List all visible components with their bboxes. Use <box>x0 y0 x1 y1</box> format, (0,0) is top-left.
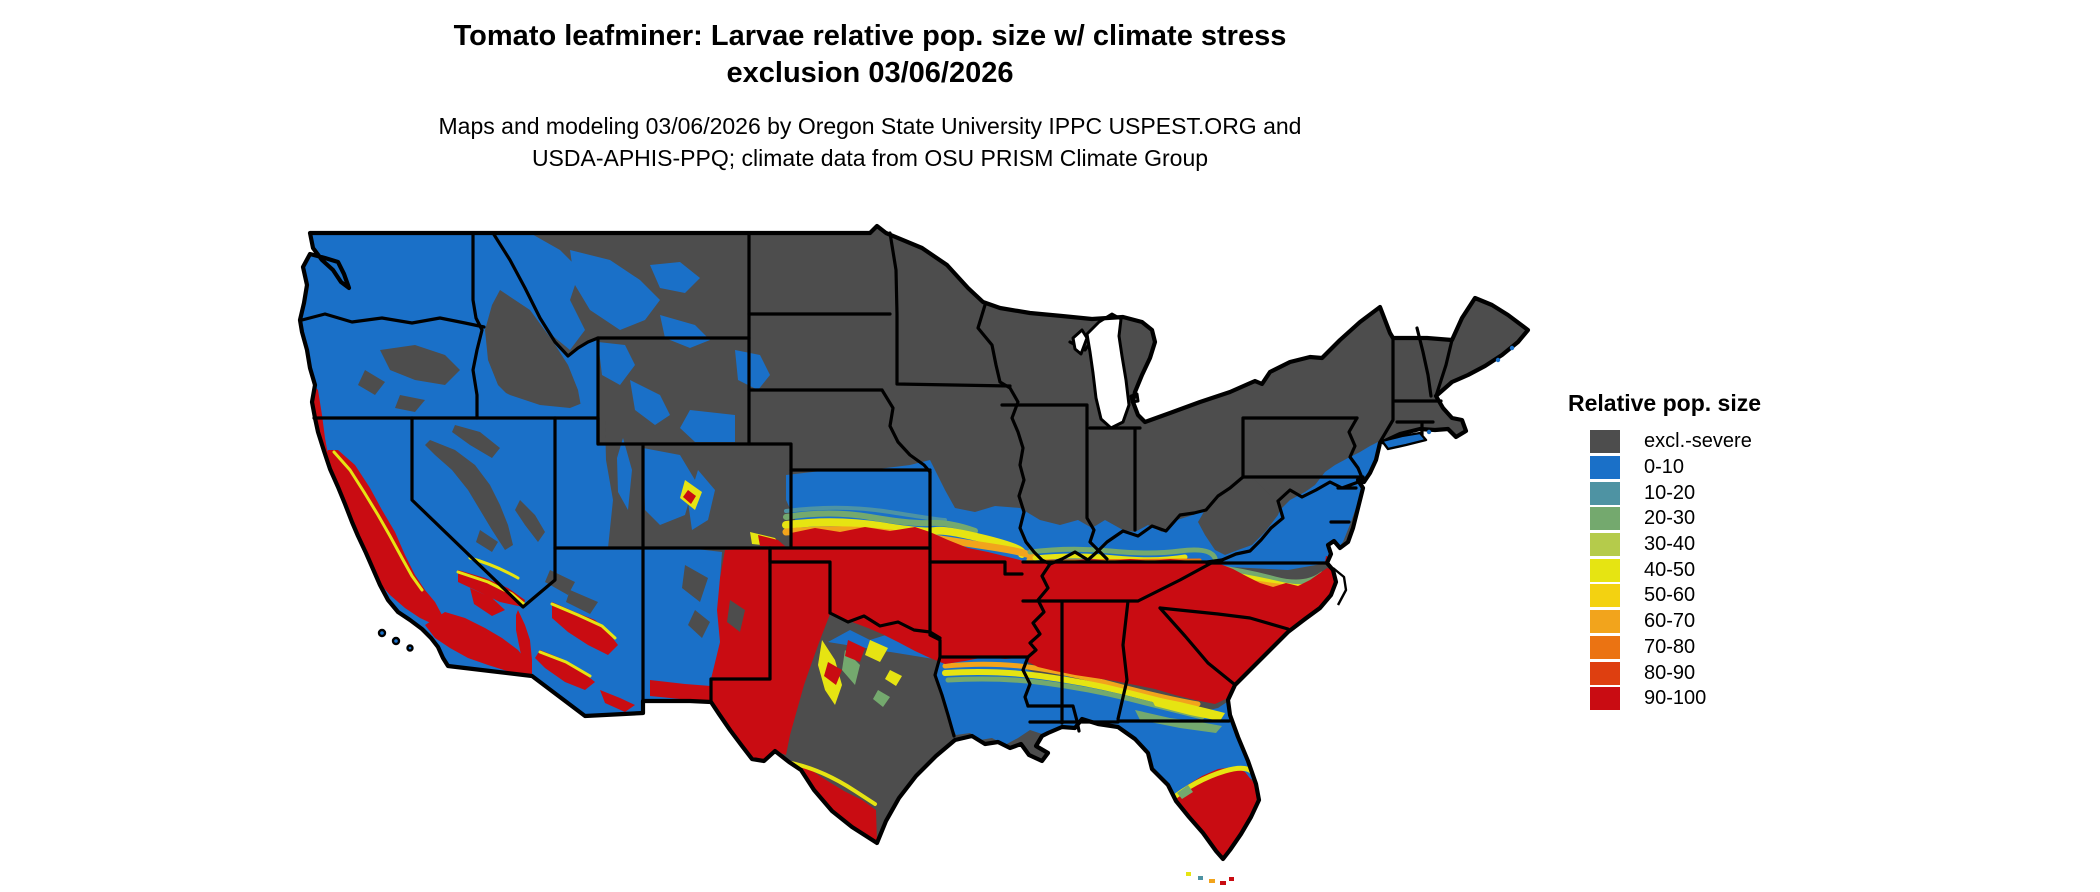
legend-item: 80-90 <box>1568 660 1888 686</box>
state-borders <box>300 231 1454 738</box>
channel-island-1 <box>377 628 387 638</box>
legend-swatch <box>1590 584 1620 608</box>
legend-item: 30-40 <box>1568 532 1888 558</box>
great-lakes <box>1071 312 1140 430</box>
patch-blue-montana <box>493 233 710 350</box>
legend-label: 0-10 <box>1644 456 1685 479</box>
legend-item: 10-20 <box>1568 480 1888 506</box>
region-red-socal <box>425 570 532 675</box>
legend-item: 90-100 <box>1568 686 1888 712</box>
header: Tomato leafminer: Larvae relative pop. s… <box>170 18 1570 174</box>
legend-title: Relative pop. size <box>1568 390 1762 416</box>
patch-blue-utah-mtns <box>617 438 632 510</box>
fringe-mojave-yellow <box>456 556 617 678</box>
legend-swatch <box>1590 558 1620 582</box>
fringe-ga-yellow-blob <box>1150 696 1225 721</box>
legend-swatch <box>1590 430 1620 454</box>
legend-swatch <box>1590 687 1620 711</box>
legend-label: 30-40 <box>1644 533 1696 556</box>
legend-swatch <box>1590 507 1620 531</box>
legend-swatch <box>1590 533 1620 557</box>
legend-swatch <box>1590 661 1620 685</box>
patch-blue-snake-plain <box>480 380 598 418</box>
fringe-ks-green <box>783 510 978 534</box>
patch-gray-nevada <box>425 425 545 552</box>
legend-label: 40-50 <box>1644 558 1696 581</box>
legend-items: excl.-severe 0-10 10-20 20-30 30-40 40-50 50-6… <box>1568 429 1888 712</box>
map-subtitle-line2: USDA-APHIS-PPQ; climate data from OSU PR… <box>531 145 1209 171</box>
map-subtitle: Maps and modeling 03/06/2026 by Oregon S… <box>170 110 1570 174</box>
patch-co-red <box>683 490 786 547</box>
fringe-gulf-orange <box>942 661 1201 707</box>
legend-label: 80-90 <box>1644 661 1696 684</box>
legend-swatch <box>1590 456 1620 480</box>
legend-item: excl.-severe <box>1568 429 1888 455</box>
patch-gray-nm-mtns <box>727 600 745 632</box>
region-red-sfl <box>1171 767 1258 859</box>
fringe-sfl-green <box>1177 785 1193 799</box>
fringe-ctx-green <box>842 650 890 707</box>
legend-label: 60-70 <box>1644 610 1696 633</box>
map-title-line2: exclusion 03/06/2026 <box>726 57 1014 89</box>
channel-island-3 <box>406 644 414 652</box>
patch-gray-east-oregon <box>358 345 460 412</box>
legend-item: 50-60 <box>1568 583 1888 609</box>
florida-keys <box>1186 872 1234 885</box>
raster-regions <box>300 226 1385 859</box>
lake-michigan <box>1085 312 1131 430</box>
legend-label: 50-60 <box>1644 584 1696 607</box>
patch-gray-west-virginia <box>1198 477 1282 555</box>
green-bay <box>1071 328 1089 356</box>
legend-item: 40-50 <box>1568 557 1888 583</box>
fringe-ctx-yellow <box>818 640 902 705</box>
legend-label: 20-30 <box>1644 507 1696 530</box>
legend-item: 60-70 <box>1568 609 1888 635</box>
legend-swatch <box>1590 610 1620 634</box>
long-island <box>1380 431 1428 451</box>
islands <box>377 431 1428 652</box>
legend-swatch <box>1590 635 1620 659</box>
fringe-mo-green <box>1027 546 1218 561</box>
us-map <box>297 223 1531 885</box>
fringe-ks-yellow <box>782 518 1027 558</box>
legend-item: 0-10 <box>1568 455 1888 481</box>
channel-island-2 <box>391 636 401 646</box>
patch-blue-colorado <box>643 448 715 530</box>
legend-item: 20-30 <box>1568 506 1888 532</box>
region-red-nm-wtx <box>650 548 830 761</box>
us-outline <box>297 223 1531 862</box>
patch-blue-wyoming <box>598 342 735 442</box>
legend-label: 90-100 <box>1644 687 1707 710</box>
us-map-container <box>230 170 1560 892</box>
fringe-ctx-red <box>824 640 865 685</box>
map-title-line1: Tomato leafminer: Larvae relative pop. s… <box>453 20 1287 52</box>
patch-gray-arizona-nm <box>545 565 710 638</box>
map-subtitle-line1: Maps and modeling 03/06/2026 by Oregon S… <box>438 113 1302 139</box>
legend-swatch <box>1590 481 1620 505</box>
maine-coast-specks <box>1426 345 1515 435</box>
outer-banks <box>1332 567 1348 606</box>
region-gulf-blue <box>828 630 1254 805</box>
fringe-ks-teal <box>784 505 947 522</box>
legend-label: excl.-severe <box>1644 430 1752 453</box>
legend-label: 10-20 <box>1644 481 1696 504</box>
legend-item: 70-80 <box>1568 635 1888 661</box>
patch-gray-idaho <box>485 290 582 418</box>
legend-label: 70-80 <box>1644 635 1696 658</box>
fringe-valley-yellow <box>332 450 424 592</box>
legend: Relative pop. size excl.-severe 0-10 10-20… <box>1568 390 1888 712</box>
region-red-ca-valley <box>325 450 442 625</box>
patch-blue-blackhills <box>735 350 770 390</box>
